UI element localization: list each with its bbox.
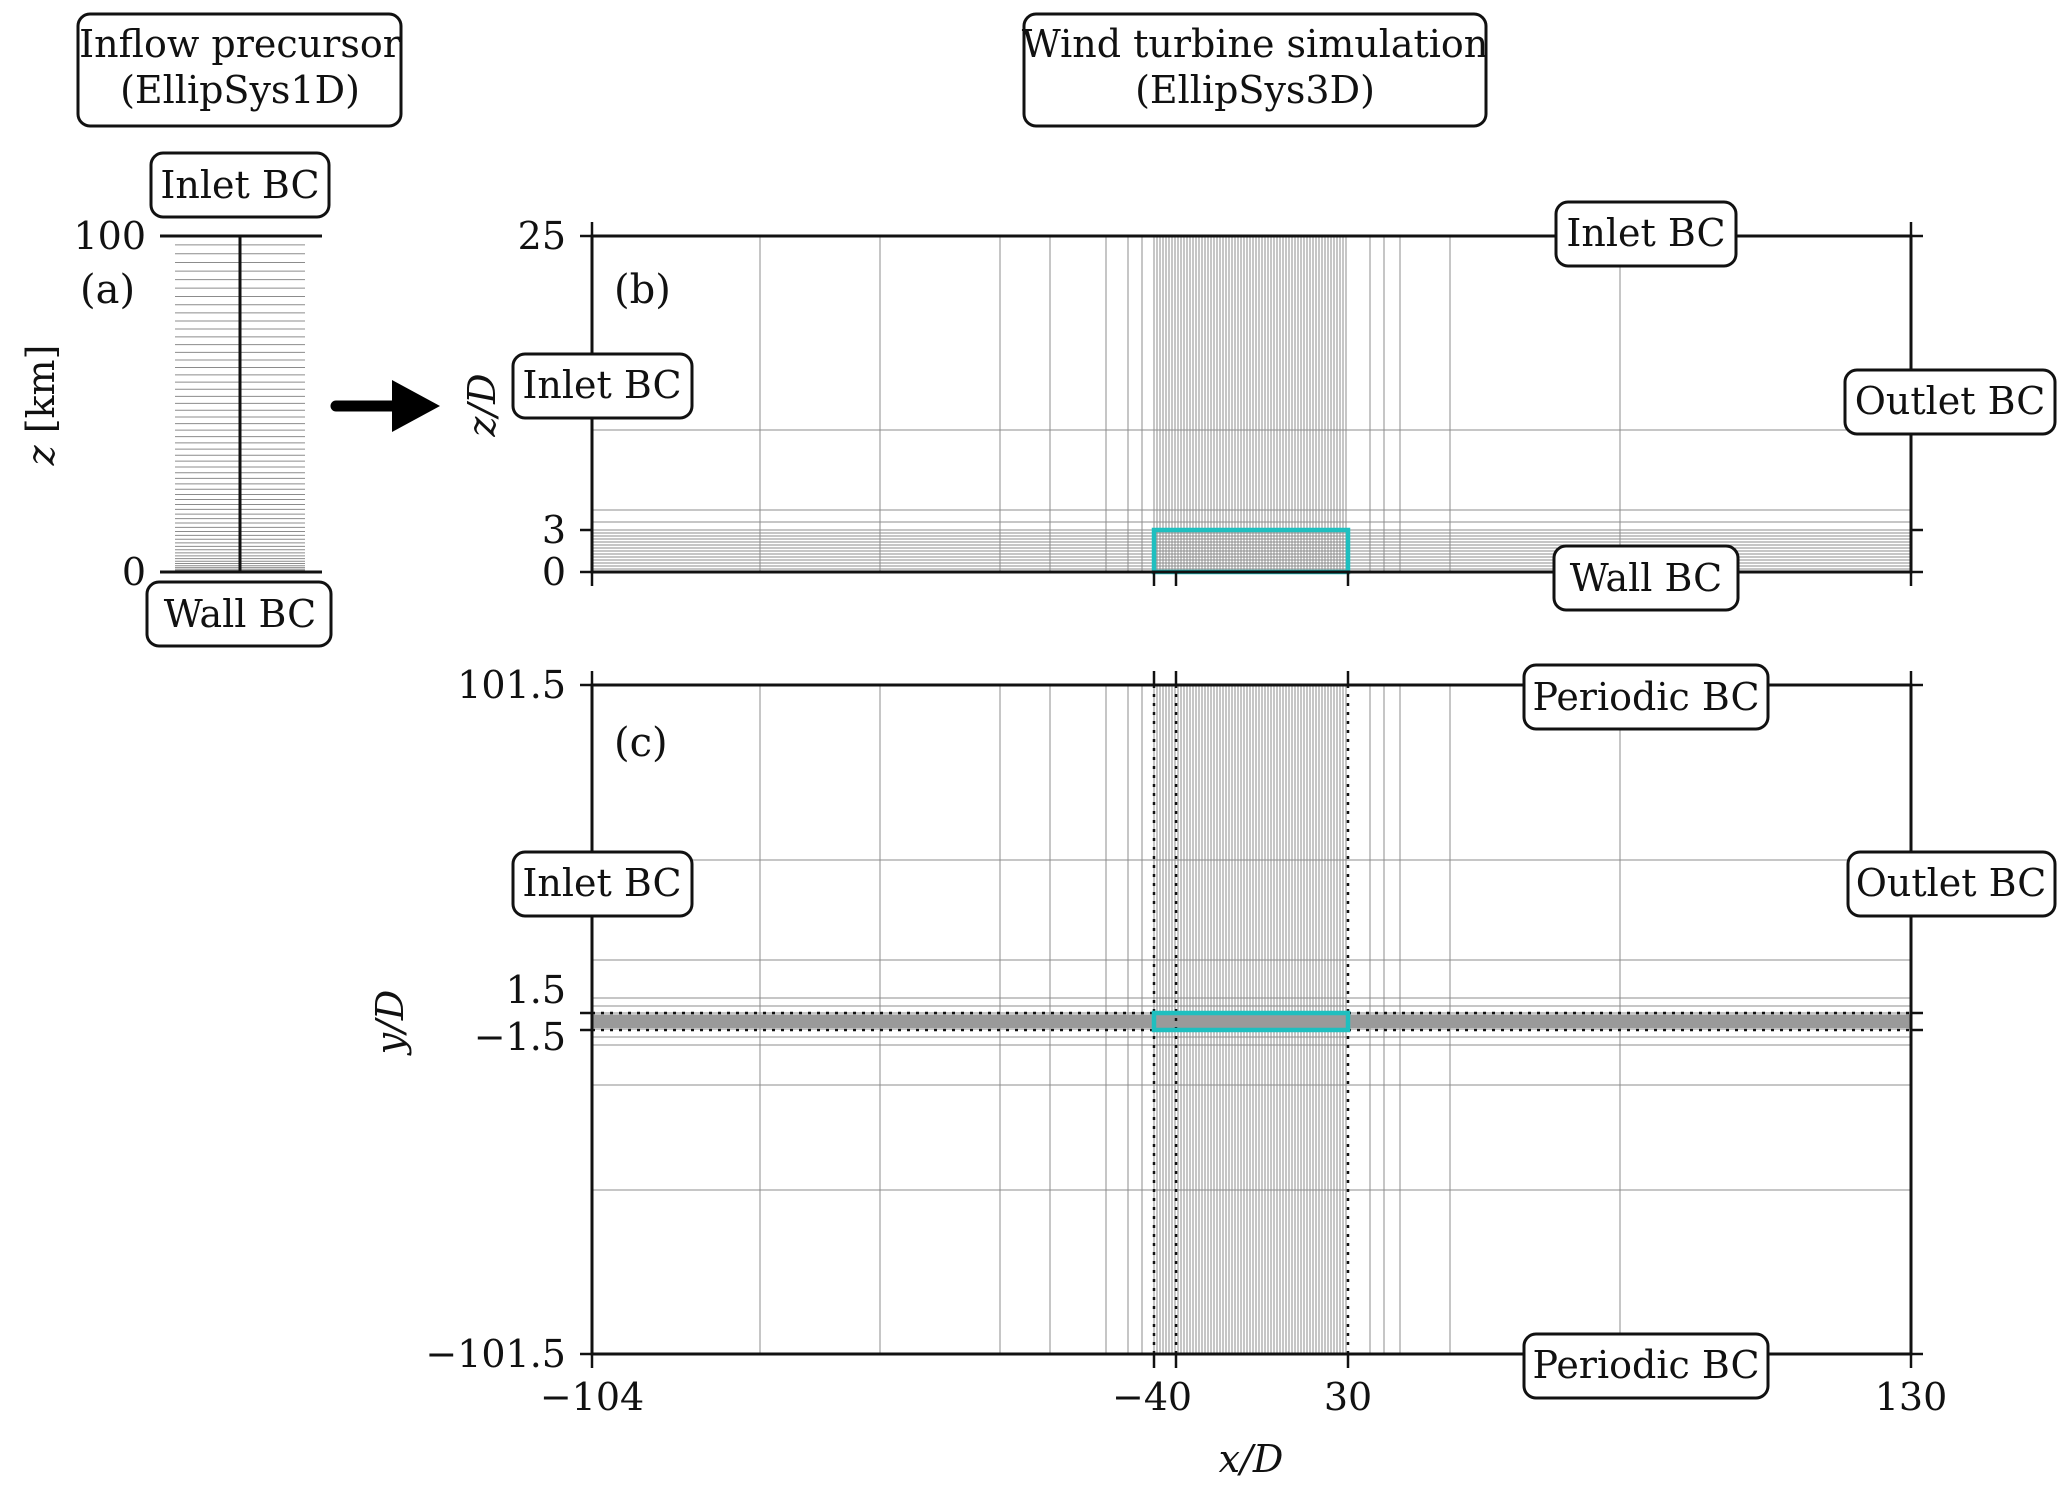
precursor-title-line1: Inflow precursor — [79, 22, 402, 66]
panel-b-outlet-bc-label: Outlet BC — [1855, 379, 2046, 423]
panel-a-tick-0: 0 — [122, 550, 146, 594]
panel-c-ytick-101-5: 101.5 — [457, 663, 566, 707]
xtick-neg-104: −104 — [540, 1375, 644, 1419]
panel-b-letter: (b) — [614, 267, 671, 313]
panel-b-grid-lines — [592, 236, 1911, 573]
panel-c-ticks — [580, 671, 1923, 1368]
xtick-neg-4: −4 — [1112, 1375, 1168, 1419]
panel-c: 101.5 1.5 −1.5 −101.5 (c) y/D Periodic B… — [368, 663, 2057, 1400]
turbine-title: Wind turbine simulation (EllipSys3D) — [1022, 12, 1489, 128]
precursor-title-line2: (EllipSys1D) — [120, 68, 360, 112]
panel-c-inlet-bc: Inlet BC — [511, 850, 694, 918]
x-axis-label: x/D — [1219, 1437, 1284, 1481]
panel-c-ytick-1-5: 1.5 — [506, 968, 566, 1012]
panel-a-letter: (a) — [80, 267, 135, 313]
mesh-band — [592, 1015, 1911, 1028]
panel-c-refined-region — [1151, 1010, 1351, 1033]
panel-c-grid-lines — [592, 685, 1911, 1354]
panel-b-wall-bc-label: Wall BC — [1570, 556, 1723, 600]
panel-c-periodic-bc-bottom: Periodic BC — [1522, 1332, 1770, 1400]
panel-c-ytick-neg-1-5: −1.5 — [474, 1015, 566, 1059]
panel-b-inlet-bc-left: Inlet BC — [511, 352, 694, 420]
panel-c-ytick-neg-101-5: −101.5 — [425, 1332, 566, 1376]
xtick-130: 130 — [1875, 1375, 1948, 1419]
panel-b-inlet-bc-left-label: Inlet BC — [522, 363, 681, 407]
panel-a-wall-bc: Wall BC — [145, 580, 333, 648]
panel-a-inlet-bc: Inlet BC — [149, 151, 331, 219]
panel-b-inlet-bc-top-label: Inlet BC — [1566, 211, 1725, 255]
arrow-icon — [330, 380, 440, 432]
panel-b-ylabel: z/D — [460, 373, 504, 437]
panel-c-outlet-bc: Outlet BC — [1846, 850, 2057, 918]
xtick-0: 0 — [1168, 1375, 1192, 1419]
panel-a-inlet-bc-label: Inlet BC — [160, 163, 319, 207]
panel-a-tick-100: 100 — [73, 214, 146, 258]
panel-b-wall-bc: Wall BC — [1552, 544, 1740, 612]
turbine-title-line2: (EllipSys3D) — [1135, 68, 1375, 112]
panel-b-inlet-bc-top: Inlet BC — [1554, 200, 1738, 268]
panel-b-ytick-3: 3 — [542, 508, 566, 552]
precursor-title: Inflow precursor (EllipSys1D) — [76, 12, 403, 128]
panel-c-periodic-bc-top-label: Periodic BC — [1532, 675, 1759, 719]
panel-c-periodic-bc-top: Periodic BC — [1522, 663, 1770, 731]
panel-c-periodic-bc-bottom-label: Periodic BC — [1532, 1343, 1759, 1387]
panel-b-ytick-0: 0 — [542, 550, 566, 594]
panel-b-outlet-bc: Outlet BC — [1843, 368, 2057, 436]
panel-b-ytick-25: 25 — [518, 214, 566, 258]
x-axis: −104 −4 0 30 130 x/D — [540, 1375, 1947, 1481]
panel-a-ylabel: z [km] — [19, 345, 63, 467]
xtick-30: 30 — [1324, 1375, 1372, 1419]
turbine-title-line1: Wind turbine simulation — [1022, 22, 1489, 66]
panel-c-outlet-bc-label: Outlet BC — [1856, 861, 2047, 905]
panel-a: 100 0 (a) z [km] Inlet BC Wall BC — [19, 151, 333, 648]
panel-c-frame — [590, 683, 1913, 1356]
panel-a-wall-bc-label: Wall BC — [164, 592, 317, 636]
panel-c-inlet-bc-label: Inlet BC — [522, 861, 681, 905]
panel-c-ylabel: y/D — [368, 990, 412, 1057]
panel-b-ticks — [580, 222, 1923, 586]
panel-c-letter: (c) — [614, 720, 668, 766]
panel-b: 25 3 0 (b) z/D Inlet BC Inlet BC Outlet … — [460, 200, 2057, 612]
